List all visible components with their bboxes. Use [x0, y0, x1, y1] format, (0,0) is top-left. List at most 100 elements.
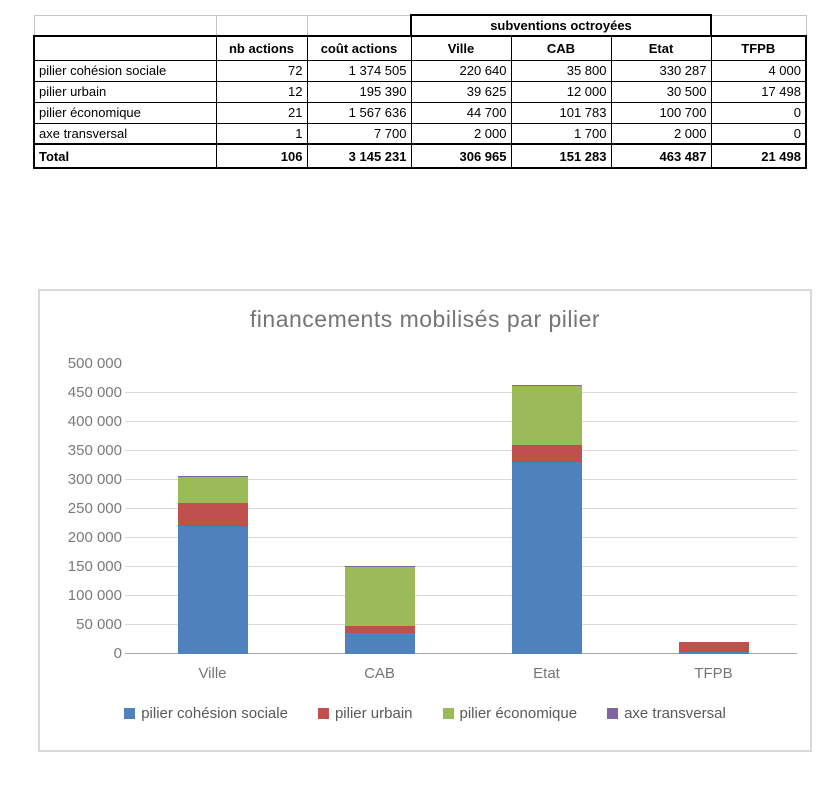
bar-segment-Etat-pilier cohésion sociale	[511, 462, 582, 654]
y-tick-label: 500 000	[67, 355, 122, 372]
table-cell: 35 800	[510, 59, 612, 82]
table-cell: 21	[215, 101, 308, 124]
gridline	[125, 595, 797, 596]
column-header-etat: Etat	[610, 35, 712, 61]
legend-label: pilier économique	[459, 705, 578, 722]
table-cell: 101 783	[510, 101, 612, 124]
column-header-blank	[33, 35, 217, 61]
y-tick-label: 150 000	[67, 558, 122, 575]
empty-cell	[215, 14, 308, 37]
table-cell: 44 700	[410, 101, 512, 124]
data-table: subventions octroyées nb actions coût ac…	[33, 14, 807, 169]
y-tick-label: 250 000	[67, 500, 122, 517]
y-tick-label: 350 000	[67, 442, 122, 459]
table-cell: 0	[710, 122, 807, 145]
legend-swatch-icon	[442, 708, 454, 719]
chart-legend: pilier cohésion sociale pilier urbain pili…	[40, 705, 810, 722]
legend-item: pilier cohésion sociale	[124, 705, 288, 722]
table-cell: 21 498	[710, 143, 807, 169]
table-cell: 0	[710, 101, 807, 124]
table-row: pilier cohésion sociale 72 1 374 505 220…	[33, 59, 807, 82]
total-label: Total	[33, 143, 217, 169]
table-cell: 2 000	[410, 122, 512, 145]
row-label: pilier économique	[33, 101, 217, 124]
y-tick-label: 100 000	[67, 587, 122, 604]
gridline	[125, 421, 797, 422]
y-axis-tick-labels: 0 50 000 100 000 150 000 200 000 250 000 300 0…	[46, 355, 122, 662]
bar-segment-Etat-axe transversal	[511, 385, 582, 387]
gridline	[125, 624, 797, 625]
x-axis-label-TFPB: TFPB	[694, 665, 733, 682]
y-tick-label: 400 000	[67, 413, 122, 430]
column-header-tfpb: TFPB	[710, 35, 807, 61]
bar-segment-CAB-pilier urbain	[344, 626, 415, 634]
empty-cell	[33, 14, 217, 37]
table-group-header-row: subventions octroyées	[33, 14, 807, 37]
legend-item: pilier économique	[442, 705, 578, 722]
table-cell: 12	[215, 80, 308, 103]
gridline	[125, 450, 797, 451]
legend-item: pilier urbain	[317, 705, 413, 722]
table-cell: 39 625	[410, 80, 512, 103]
y-tick-label: 450 000	[67, 384, 122, 401]
bar-segment-Etat-pilier économique	[511, 386, 582, 445]
gridline	[125, 537, 797, 538]
table-cell: 100 700	[610, 101, 712, 124]
table-cell: 4 000	[710, 59, 807, 82]
legend-label: axe transversal	[624, 705, 726, 722]
table-cell: 463 487	[610, 143, 712, 169]
row-label: pilier cohésion sociale	[33, 59, 217, 82]
gridline	[125, 508, 797, 509]
empty-cell	[710, 14, 807, 37]
table-cell: 1	[215, 122, 308, 145]
legend-swatch-icon	[124, 708, 136, 719]
y-tick-label: 50 000	[76, 616, 122, 633]
legend-item: axe transversal	[607, 705, 726, 722]
table-total-row: Total 106 3 145 231 306 965 151 283 463 …	[33, 143, 807, 169]
y-tick-label: 0	[113, 645, 122, 662]
column-header-cab: CAB	[510, 35, 612, 61]
stacked-bar-chart: financements mobilisés par pilier 0 50 00…	[38, 289, 812, 752]
row-label: axe transversal	[33, 122, 217, 145]
table-row: pilier économique 21 1 567 636 44 700 10…	[33, 101, 807, 124]
bar-segment-CAB-pilier économique	[344, 567, 415, 627]
column-header-cout-actions: coût actions	[306, 35, 412, 61]
table-cell: 72	[215, 59, 308, 82]
column-header-nb-actions: nb actions	[215, 35, 308, 61]
table-cell: 151 283	[510, 143, 612, 169]
x-axis-label-Etat: Etat	[533, 665, 560, 682]
plot-area: Ville CAB Etat TFPB	[125, 364, 797, 682]
gridline	[125, 566, 797, 567]
table-row: axe transversal 1 7 700 2 000 1 700 2 00…	[33, 122, 807, 145]
chart-title: financements mobilisés par pilier	[249, 306, 601, 332]
table-cell: 220 640	[410, 59, 512, 82]
bar-segment-Etat-pilier urbain	[511, 444, 582, 463]
legend-swatch-icon	[317, 708, 329, 719]
bar-segment-TFPB-pilier urbain	[678, 641, 749, 652]
table-cell: 30 500	[610, 80, 712, 103]
legend-swatch-icon	[607, 708, 619, 719]
legend-label: pilier cohésion sociale	[141, 705, 288, 722]
bar-segment-Ville-axe transversal	[177, 475, 248, 478]
x-axis-label-Ville: Ville	[198, 665, 227, 682]
table-cell: 7 700	[306, 122, 412, 145]
bar-segment-Ville-pilier urbain	[177, 503, 248, 527]
y-tick-label: 300 000	[67, 471, 122, 488]
table-cell: 1 374 505	[306, 59, 412, 82]
gridline	[125, 392, 797, 393]
column-header-ville: Ville	[410, 35, 512, 61]
bar-segment-CAB-axe transversal	[344, 566, 415, 568]
empty-cell	[306, 14, 412, 37]
table-cell: 330 287	[610, 59, 712, 82]
table-cell: 12 000	[510, 80, 612, 103]
legend-label: pilier urbain	[334, 705, 413, 722]
row-label: pilier urbain	[33, 80, 217, 103]
group-header-subventions: subventions octroyées	[410, 14, 712, 37]
bar-segment-Ville-pilier cohésion sociale	[177, 526, 248, 654]
bar-segment-Ville-pilier économique	[177, 477, 248, 504]
x-axis-label-CAB: CAB	[364, 665, 395, 682]
table-row: pilier urbain 12 195 390 39 625 12 000 3…	[33, 80, 807, 103]
table-cell: 106	[215, 143, 308, 169]
bar-segment-CAB-pilier cohésion sociale	[344, 633, 415, 654]
table-header-row: nb actions coût actions Ville CAB Etat T…	[33, 35, 807, 61]
